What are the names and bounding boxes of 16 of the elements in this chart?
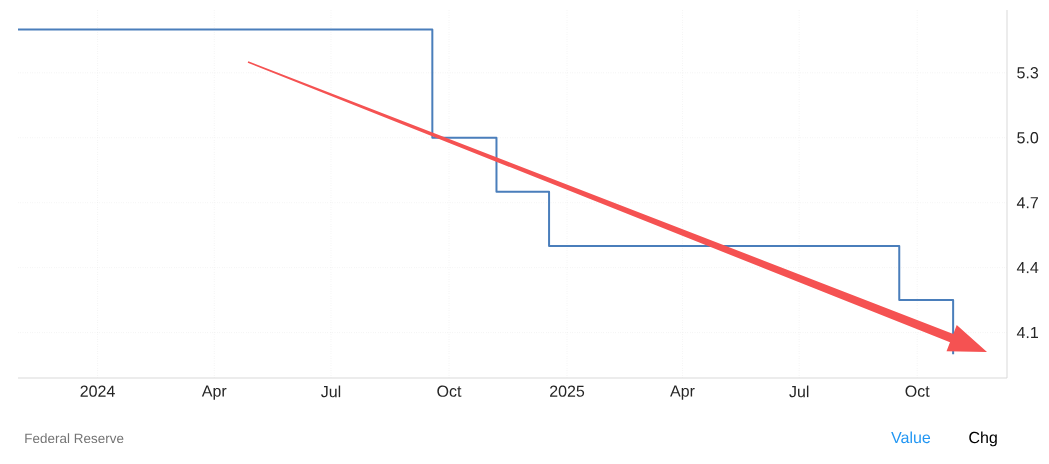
text: Federal Reserve <box>25 433 124 444</box>
x-tick-label: Jul <box>789 385 809 398</box>
x-tick-label: Apr <box>201 385 227 400</box>
text: Chg <box>969 431 997 447</box>
x-tick-label: Oct <box>437 385 462 397</box>
x-tick-label: Jul <box>321 385 341 398</box>
y-tick-label: 5.0 <box>1017 132 1039 144</box>
x-tick-label: Apr <box>670 385 695 400</box>
x-tick-label: 2025 <box>550 385 585 397</box>
y-tick-label: 4.4 <box>1016 262 1039 274</box>
y-tick-label: 4.1 <box>1016 327 1038 339</box>
y-tick-label: 4.7 <box>1016 197 1038 209</box>
text: Value <box>891 431 931 444</box>
x-tick-label: 2024 <box>80 385 115 397</box>
x-tick-label: Oct <box>905 385 930 397</box>
y-tick-label: 5.3 <box>1017 67 1039 79</box>
